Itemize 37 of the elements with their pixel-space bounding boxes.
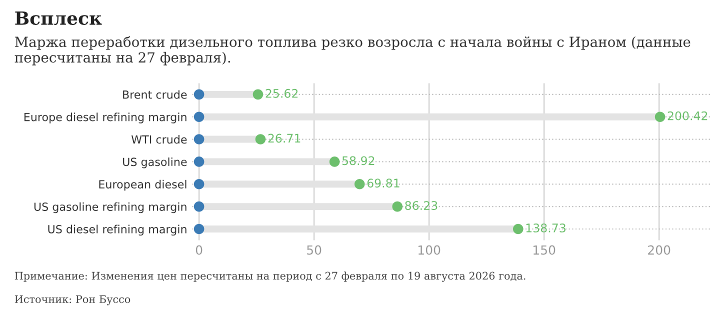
- point: [194, 89, 204, 100]
- data-label: 200.42: [668, 111, 708, 120]
- data-label: 138.73: [526, 223, 566, 232]
- point: [194, 201, 204, 212]
- y-tick-label: European diesel: [99, 180, 186, 191]
- point: [654, 112, 666, 122]
- point: [194, 156, 204, 167]
- point: [194, 112, 204, 122]
- data-label: 69.81: [367, 178, 400, 188]
- data-label: 58.92: [342, 156, 374, 166]
- text: Источник: Рон Буссо: [14, 295, 130, 306]
- data-label: 25.62: [266, 88, 298, 98]
- point: [194, 178, 204, 190]
- point: [392, 201, 403, 212]
- point: [513, 224, 524, 234]
- y-tick-label: Europe diesel refining margin: [24, 112, 186, 124]
- point: [252, 89, 264, 100]
- x-tick-label: 150: [534, 245, 556, 255]
- point: [255, 134, 266, 144]
- text: Примечание: Изменения цен пересчитаны на период с 27 февраля по 19 августа 2026 года.: [14, 272, 526, 282]
- x-tick-label: 100: [418, 245, 440, 255]
- data-label: 86.23: [405, 201, 438, 210]
- point: [194, 224, 204, 234]
- x-tick-label: 200: [648, 245, 670, 255]
- y-tick-label: Brent crude: [123, 90, 187, 99]
- chart-subtitle: Маржа переработки дизельного топлива резко возросла с начала войны с Ираном (данные пересчитаны на 27 февраля).: [14, 36, 690, 66]
- y-tick-label: WTI crude: [131, 135, 187, 144]
- chart-title: Всплеск: [15, 12, 102, 25]
- data-label: 26.71: [268, 134, 300, 143]
- point: [354, 178, 365, 190]
- y-tick-label: US gasoline: [123, 157, 187, 168]
- x-tick-label: 0: [196, 245, 202, 255]
- point: [194, 134, 204, 144]
- x-tick-label: 50: [307, 245, 322, 255]
- point: [329, 156, 340, 167]
- y-tick-label: US diesel refining margin: [48, 224, 186, 236]
- y-tick-label: US gasoline refining margin: [34, 202, 186, 214]
